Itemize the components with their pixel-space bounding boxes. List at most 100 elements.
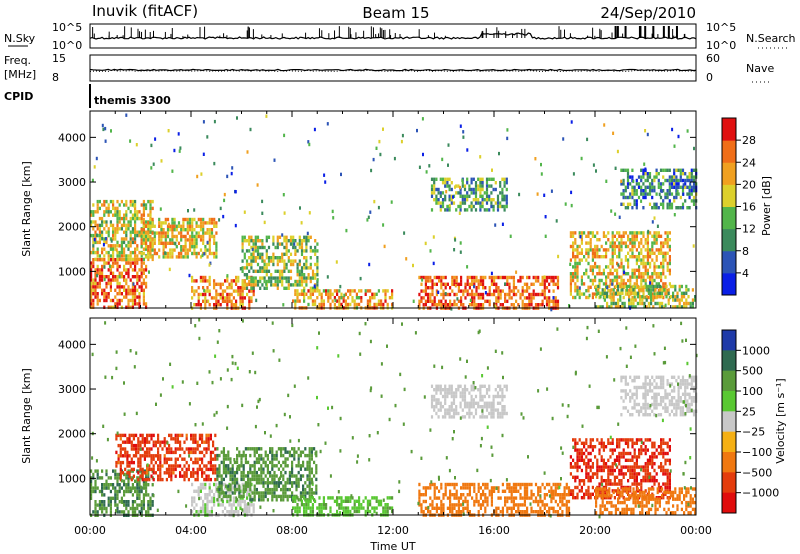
scatter-cell	[626, 202, 630, 206]
scatter-cell	[666, 234, 669, 238]
scatter-cell	[138, 302, 141, 306]
scatter-cell	[499, 303, 502, 307]
scatter-cell	[296, 506, 299, 510]
scatter-cell	[196, 471, 199, 475]
scatter-cell	[585, 268, 588, 272]
scatter-cell	[681, 185, 685, 189]
scatter-cell	[683, 291, 686, 295]
scatter-cell	[90, 223, 93, 228]
scatter-cell	[289, 239, 293, 243]
scatter-cell	[241, 249, 244, 253]
scatter-cell	[613, 278, 616, 283]
scatter-cell	[129, 220, 132, 224]
scatter-cell	[96, 203, 99, 207]
scatter-cell	[166, 224, 170, 228]
scatter-cell	[277, 481, 280, 485]
scatter-cell	[602, 272, 605, 276]
scatter-cell	[168, 267, 171, 272]
scatter-cell	[101, 288, 104, 292]
scatter-cell	[576, 275, 579, 279]
scatter-cell	[471, 296, 474, 300]
scatter-cell	[629, 278, 632, 283]
scatter-cell	[624, 292, 627, 296]
scatter-cell	[446, 303, 449, 307]
scatter-cell	[574, 272, 577, 276]
scatter-cell	[668, 199, 671, 203]
scatter-cell	[196, 460, 199, 465]
scatter-cell	[692, 182, 696, 186]
scatter-cell	[572, 265, 575, 269]
scatter-cell	[678, 301, 681, 306]
scatter-cell	[646, 132, 649, 137]
scatter-cell	[316, 286, 319, 290]
scatter-cell	[380, 302, 383, 307]
scatter-cell	[473, 489, 476, 493]
scatter-cell	[303, 262, 306, 267]
scatter-cell	[613, 234, 616, 238]
scatter-cell	[651, 292, 654, 296]
scatter-cell	[115, 450, 118, 455]
scatter-cell	[351, 299, 354, 303]
scatter-cell	[147, 493, 150, 497]
scatter-cell	[632, 284, 635, 289]
scatter-cell	[109, 500, 112, 504]
scatter-cell	[278, 269, 282, 273]
scatter-cell	[105, 298, 108, 303]
scatter-cell	[174, 457, 177, 461]
scatter-cell	[492, 198, 495, 202]
scatter-cell	[269, 460, 272, 465]
scatter-cell	[240, 494, 243, 499]
scatter-cell	[181, 467, 184, 472]
scatter-cell	[261, 199, 264, 204]
scatter-cell	[433, 275, 436, 280]
scatter-cell	[117, 457, 120, 461]
y-tick-label: 1000	[58, 265, 86, 278]
scatter-cell	[142, 486, 145, 490]
scatter-cell	[280, 487, 283, 492]
scatter-cell	[427, 286, 430, 290]
scatter-cell	[690, 199, 693, 203]
scatter-cell	[451, 303, 454, 307]
scatter-cell	[464, 506, 467, 510]
scatter-cell	[140, 254, 143, 258]
scatter-cell	[204, 482, 207, 487]
scatter-cell	[192, 447, 195, 451]
scatter-cell	[495, 296, 498, 300]
scatter-cell	[294, 299, 297, 303]
scatter-cell	[174, 433, 177, 438]
scatter-cell	[193, 217, 196, 222]
scatter-cell	[438, 279, 441, 283]
scatter-cell	[653, 202, 656, 206]
scatter-cell	[203, 288, 206, 293]
scatter-cell	[324, 180, 327, 184]
scatter-cell	[187, 464, 190, 468]
scatter-cell	[598, 282, 601, 286]
scatter-cell	[251, 474, 254, 478]
scatter-cell	[212, 450, 215, 455]
scatter-cell	[103, 247, 106, 251]
scatter-cell	[287, 259, 290, 263]
scatter-cell	[517, 289, 520, 293]
date-title: 24/Sep/2010	[600, 4, 696, 22]
scatter-cell	[626, 206, 630, 210]
scatter-cell	[154, 443, 157, 448]
scatter-cell	[264, 481, 267, 485]
scatter-cell	[477, 282, 480, 286]
scatter-cell	[249, 498, 252, 502]
scatter-cell	[635, 275, 638, 279]
scatter-cell	[144, 255, 148, 259]
scatter-cell	[118, 483, 121, 487]
scatter-cell	[589, 285, 592, 289]
scatter-cell	[154, 460, 157, 465]
scatter-cell	[250, 296, 253, 300]
scatter-cell	[208, 279, 211, 283]
scatter-cell	[136, 210, 139, 214]
scatter-cell	[688, 175, 691, 179]
scatter-cell	[627, 244, 630, 249]
scatter-cell	[191, 231, 194, 235]
scatter-cell	[667, 291, 670, 295]
scatter-cell	[136, 261, 139, 265]
scatter-cell	[373, 292, 376, 296]
scatter-cell	[331, 292, 334, 296]
